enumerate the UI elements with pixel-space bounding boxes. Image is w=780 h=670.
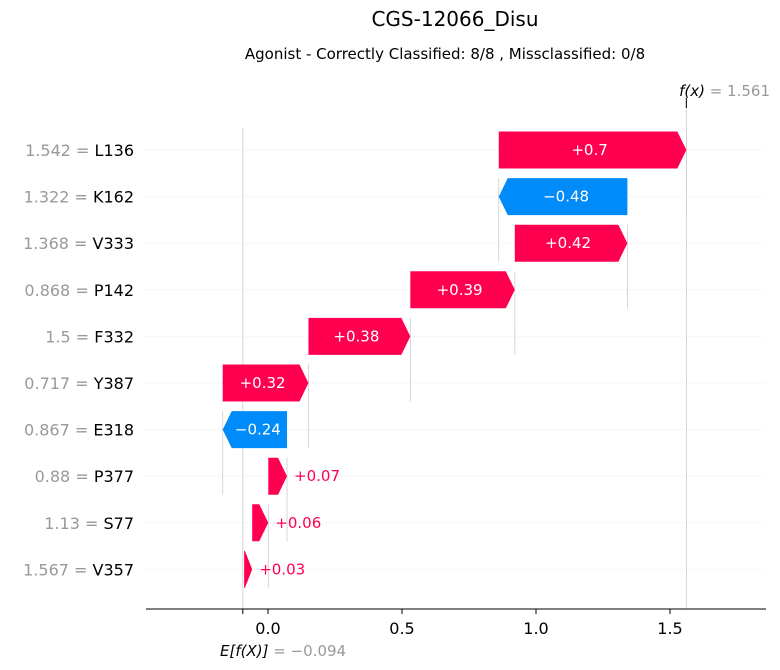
bar-value-label: −0.24 (235, 421, 281, 439)
chart-title: CGS-12066_Disu (371, 7, 538, 31)
feature-label: 1.567 = V357 (23, 560, 134, 579)
positive-bar (222, 364, 309, 402)
feature-label: 0.88 = P377 (35, 467, 134, 486)
bar-value-label: +0.42 (545, 234, 591, 252)
negative-bar (222, 411, 288, 449)
feature-name: P142 (94, 281, 134, 300)
bar-value-label: +0.38 (333, 327, 379, 345)
feature-name: L136 (95, 141, 134, 160)
x-tick-label: 1.0 (523, 619, 548, 638)
bar-value-label: +0.32 (240, 374, 286, 392)
fx-symbol: f(x) (679, 82, 705, 100)
ef-equals: = (268, 642, 290, 660)
feature-name: Y387 (93, 374, 134, 393)
fx-value: = (705, 82, 727, 100)
feature-value: 0.88 (35, 467, 71, 486)
bar-value-label: +0.06 (275, 514, 321, 532)
bar-value-label: +0.39 (437, 281, 483, 299)
equals-sign: = (70, 374, 94, 393)
feature-name: E318 (93, 421, 134, 440)
equals-sign: = (69, 234, 93, 253)
ef-number: −0.094 (291, 642, 347, 660)
positive-bar (252, 504, 269, 542)
feature-name: P377 (94, 467, 134, 486)
negative-bar (498, 178, 628, 216)
feature-value: 1.567 (23, 560, 69, 579)
equals-sign: = (71, 141, 95, 160)
feature-name: V357 (93, 560, 134, 579)
feature-value: 1.368 (23, 234, 69, 253)
feature-value: 1.5 (45, 327, 70, 346)
positive-bar (268, 457, 288, 495)
feature-name: V333 (93, 234, 134, 253)
feature-value: 0.868 (24, 281, 70, 300)
x-tick-label: 1.5 (657, 619, 682, 638)
chart-subtitle: Agonist - Correctly Classified: 8/8 , Mi… (245, 45, 645, 63)
bar-value-label: +0.07 (294, 467, 340, 485)
feature-value: 1.542 (25, 141, 71, 160)
feature-label: 0.717 = Y387 (24, 374, 134, 393)
positive-bar (410, 271, 515, 309)
bar-value-label: −0.48 (543, 188, 589, 206)
output-value-label: f(x) = 1.561 (679, 82, 770, 100)
base-value-label: E[f(X)] = −0.094 (220, 642, 346, 660)
feature-name: F332 (94, 327, 134, 346)
feature-value: 1.322 (24, 188, 70, 207)
feature-name: K162 (93, 188, 134, 207)
positive-bar (498, 131, 687, 169)
feature-label: 1.368 = V333 (23, 234, 134, 253)
plot-area: +0.7 1.542 = L136 −0.48 1.322 = K162 +0.42 1.… (23, 82, 770, 660)
positive-bar (244, 550, 253, 588)
equals-sign: = (70, 467, 94, 486)
feature-value: 1.13 (44, 514, 80, 533)
equals-sign: = (69, 560, 93, 579)
equals-sign: = (80, 514, 104, 533)
equals-sign: = (71, 327, 95, 346)
positive-bar (514, 224, 628, 262)
x-tick-label: 0.5 (389, 619, 414, 638)
feature-label: 0.868 = P142 (24, 281, 134, 300)
positive-bar (308, 317, 411, 355)
feature-value: 0.717 (24, 374, 70, 393)
bar-value-label: +0.7 (571, 141, 607, 159)
feature-value: 0.867 (24, 421, 70, 440)
equals-sign: = (70, 281, 94, 300)
feature-label: 1.542 = L136 (25, 141, 134, 160)
bar-value-label: +0.03 (259, 560, 305, 578)
feature-label: 1.322 = K162 (24, 188, 134, 207)
feature-label: 1.5 = F332 (45, 327, 134, 346)
feature-name: S77 (103, 514, 134, 533)
feature-label: 1.13 = S77 (44, 514, 134, 533)
ef-symbol: E[f(X)] (220, 642, 269, 660)
fx-number: 1.561 (727, 82, 770, 100)
feature-label: 0.867 = E318 (24, 421, 134, 440)
equals-sign: = (69, 188, 93, 207)
x-tick-label: 0.0 (255, 619, 280, 638)
equals-sign: = (70, 421, 94, 440)
